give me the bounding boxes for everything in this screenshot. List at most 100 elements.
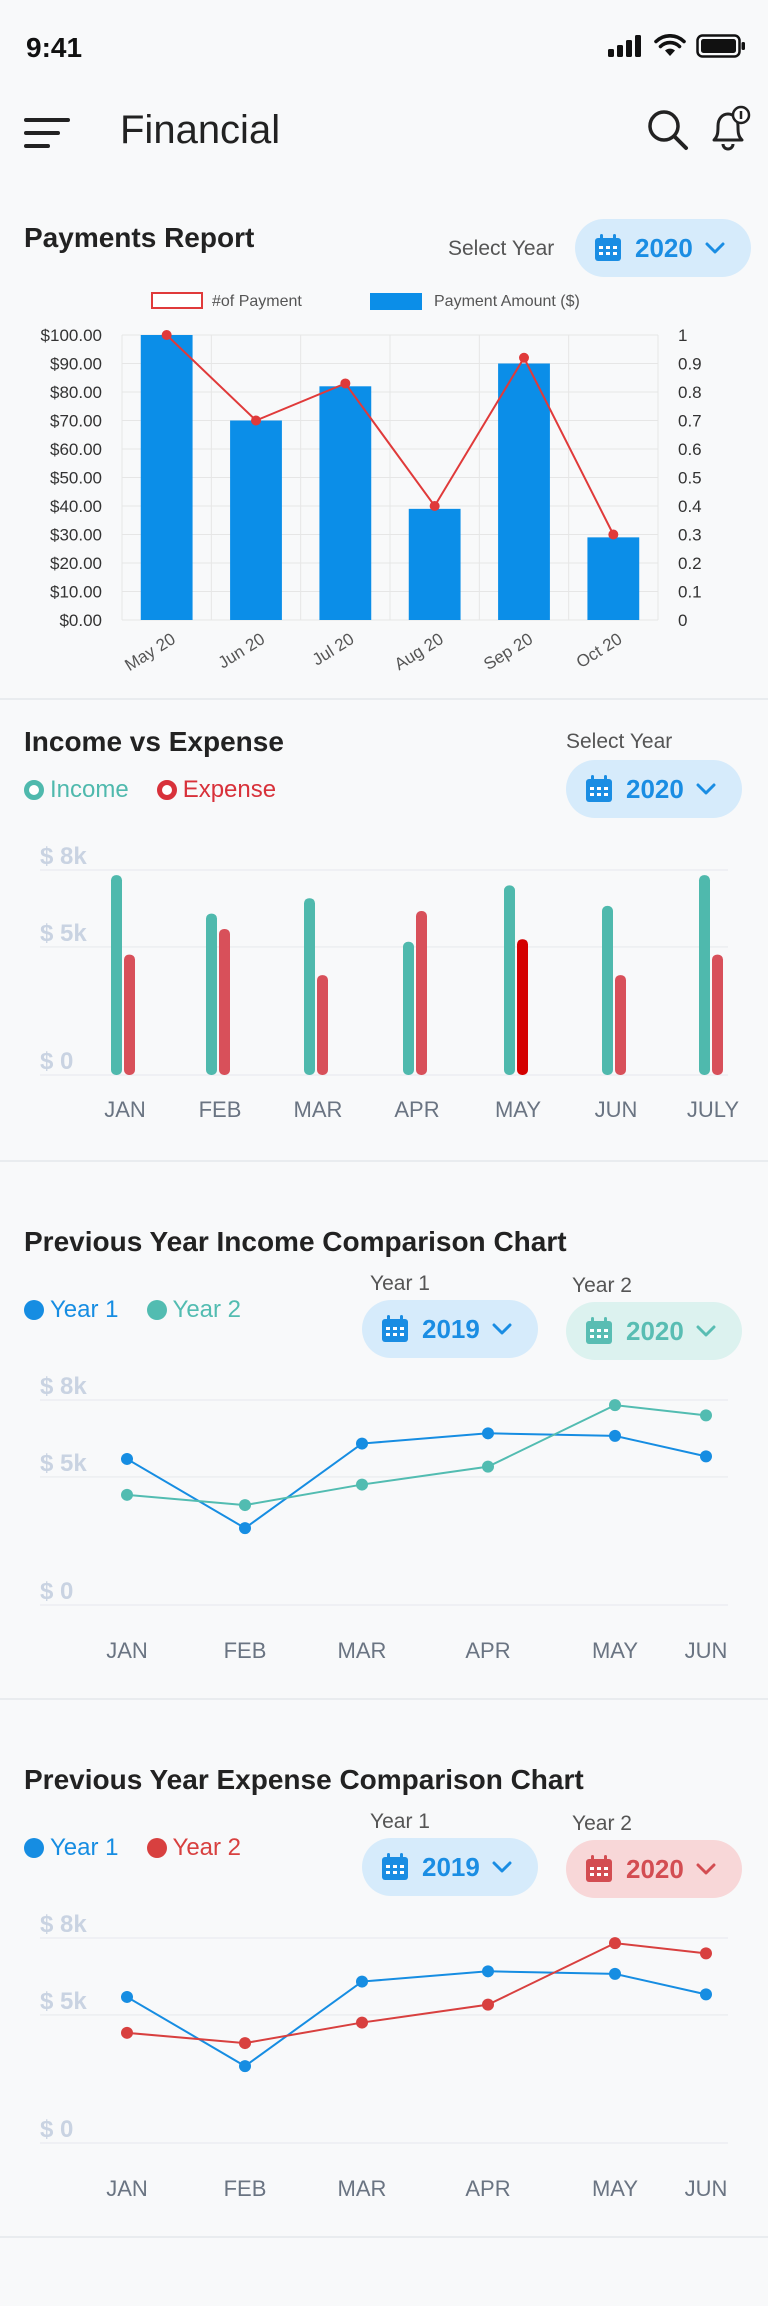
- expense-bar: [615, 975, 626, 1075]
- legend-label: #of Payment: [212, 293, 302, 310]
- income-bar: [403, 941, 414, 1075]
- year2-label: Year 2: [572, 1274, 632, 1297]
- y-left-tick-label: $90.00: [50, 355, 102, 374]
- x-tick-label: FEB: [224, 2176, 267, 2201]
- expense-comparison-legend: Year 1 Year 2: [24, 1834, 241, 1862]
- expense-series-line: [126, 1942, 707, 2045]
- expense-bar: [219, 928, 230, 1075]
- payment-amount-bar: [140, 335, 193, 620]
- payments-year-value: 2020: [635, 232, 693, 263]
- income-data-point: [482, 1427, 494, 1440]
- y-left-tick-label: $60.00: [50, 440, 102, 459]
- y-right-tick-label: 0.7: [678, 412, 702, 431]
- x-tick-label: JUN: [685, 2176, 728, 2201]
- legend-swatch: [24, 1838, 44, 1858]
- income-year1-value: 2019: [422, 1313, 480, 1344]
- expense-year1-selector[interactable]: 2019: [362, 1838, 538, 1896]
- income-expense-year-value: 2020: [626, 773, 684, 804]
- calendar-icon: [382, 1853, 408, 1880]
- legend-swatch: [146, 1300, 167, 1320]
- y-right-tick-label: 1: [678, 326, 687, 345]
- income-bar: [111, 875, 122, 1075]
- y-tick-label: $ 8k: [40, 1373, 87, 1400]
- y-right-tick-label: 0.9: [678, 355, 702, 374]
- x-tick-label: APR: [465, 1638, 510, 1663]
- income-data-point: [356, 1478, 368, 1491]
- y-left-tick-label: $50.00: [50, 469, 102, 488]
- page-title: Financial: [120, 108, 281, 152]
- section-divider: [0, 1698, 768, 1700]
- x-tick-label: MAR: [338, 1638, 387, 1663]
- expense-year2-selector[interactable]: 2020: [566, 1840, 742, 1898]
- y-right-tick-label: 0.8: [678, 383, 702, 402]
- calendar-icon: [382, 1315, 408, 1342]
- income-year1-selector[interactable]: 2019: [362, 1300, 538, 1358]
- legend-swatch: [24, 780, 44, 800]
- income-data-point: [609, 1429, 621, 1442]
- y-tick-label: $ 5k: [40, 1450, 87, 1477]
- expense-data-point: [356, 1975, 368, 1988]
- x-tick-label: JUN: [595, 1097, 638, 1122]
- menu-icon[interactable]: [24, 116, 70, 150]
- income-data-point: [239, 1499, 251, 1512]
- y-tick-label: $ 0: [40, 2116, 73, 2143]
- legend-year2: Year 2: [146, 1296, 242, 1324]
- chevron-down-icon: [705, 242, 725, 254]
- income-data-point: [356, 1437, 368, 1450]
- income-data-point: [239, 1522, 251, 1535]
- x-tick-label: JULY: [687, 1097, 739, 1122]
- expense-year1-value: 2019: [422, 1851, 480, 1882]
- legend-label: Year 1: [50, 1834, 119, 1861]
- y-left-tick-label: $100.00: [41, 326, 102, 345]
- y-right-tick-label: 0: [678, 611, 687, 630]
- legend-label: Year 2: [172, 1296, 242, 1323]
- legend-year1: Year 1: [24, 1296, 119, 1324]
- expense-bar: [712, 954, 723, 1075]
- expense-data-point: [356, 2016, 368, 2029]
- income-data-point: [609, 1399, 621, 1412]
- x-tick-label: Oct 20: [573, 629, 626, 672]
- income-year2-value: 2020: [626, 1315, 684, 1346]
- x-tick-label: JAN: [106, 1638, 148, 1663]
- y-left-tick-label: $10.00: [50, 583, 102, 602]
- expense-data-point: [609, 1967, 621, 1980]
- income-series-line: [126, 1404, 707, 1507]
- search-icon[interactable]: [646, 108, 690, 152]
- income-data-point: [700, 1409, 712, 1422]
- income-year2-selector[interactable]: 2020: [566, 1302, 742, 1360]
- x-tick-label: MAY: [592, 2176, 638, 2201]
- payment-count-point: [519, 352, 529, 363]
- x-tick-label: Aug 20: [391, 629, 447, 674]
- y-left-tick-label: $30.00: [50, 526, 102, 545]
- y-tick-label: $ 5k: [40, 1988, 87, 2015]
- calendar-icon: [586, 1317, 612, 1344]
- y-left-tick-label: $80.00: [50, 383, 102, 402]
- income-series-line: [126, 1432, 707, 1530]
- y-left-tick-label: $0.00: [59, 611, 102, 630]
- legend-year2: Year 2: [146, 1834, 241, 1862]
- payment-count-point: [161, 330, 172, 340]
- income-expense-legend: Income Expense: [24, 776, 276, 804]
- y-right-tick-label: 0.4: [678, 497, 702, 516]
- payment-count-point: [251, 415, 261, 426]
- y-tick-label: $ 8k: [40, 843, 87, 870]
- y-right-tick-label: 0.2: [678, 554, 702, 573]
- wifi-icon: [654, 34, 686, 56]
- y-right-tick-label: 0.1: [678, 583, 702, 602]
- expense-bar: [317, 975, 328, 1075]
- legend-label: Year 1: [50, 1296, 119, 1323]
- payment-count-line: [165, 334, 615, 535]
- expense-data-point: [121, 1990, 133, 2003]
- payments-year-selector[interactable]: 2020: [575, 219, 751, 277]
- expense-bar: [517, 939, 528, 1075]
- y-right-tick-label: 0.6: [678, 440, 702, 459]
- y-left-tick-label: $20.00: [50, 554, 102, 573]
- y-left-tick-label: $40.00: [50, 497, 102, 516]
- legend-swatch: [156, 780, 177, 800]
- notification-bell-icon[interactable]: [706, 104, 752, 152]
- income-bar: [504, 885, 515, 1075]
- expense-data-point: [482, 1965, 494, 1978]
- income-expense-year-selector[interactable]: 2020: [566, 760, 742, 818]
- x-tick-label: MAR: [338, 2176, 387, 2201]
- income-data-point: [121, 1452, 133, 1465]
